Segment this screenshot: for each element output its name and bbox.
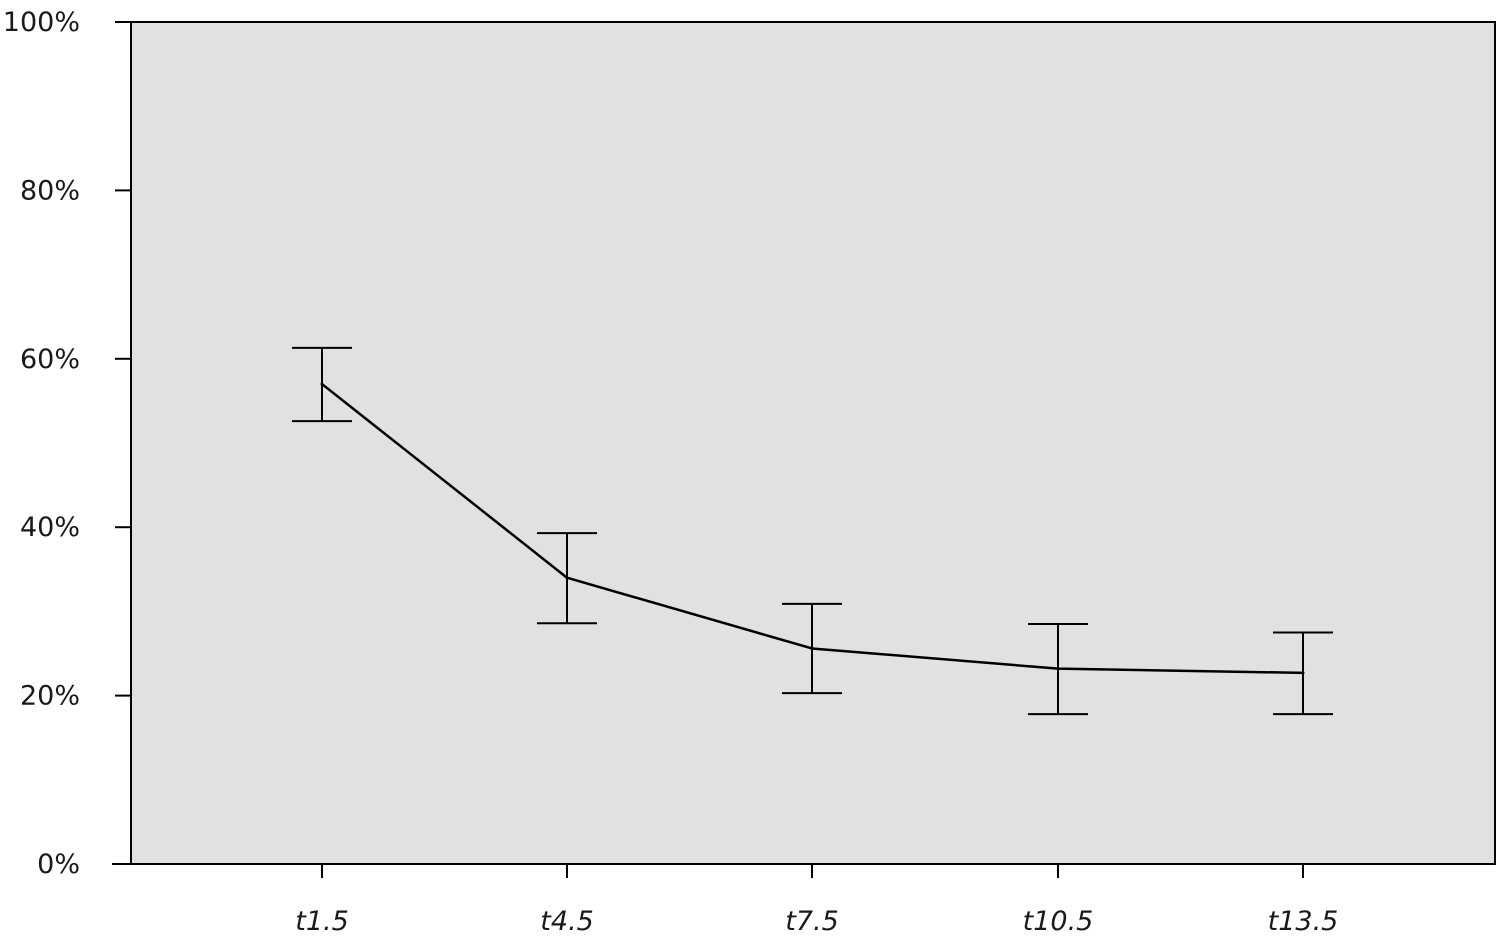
data-point [1056,667,1060,671]
y-tick-label: 80% [20,175,80,206]
plot-area-background [130,21,1496,865]
x-tick-label: t7.5 [785,906,839,937]
y-tick-label: 20% [20,681,80,712]
x-axis: t1.5 t4.5 t7.5 t10.5 t13.5 [112,863,1495,937]
y-tick-label: 60% [20,344,80,375]
data-point [1301,671,1305,675]
x-tick-label: t4.5 [540,906,594,937]
x-tick-label: t13.5 [1268,906,1339,937]
data-point [810,646,814,650]
y-tick-label: 100% [3,7,80,38]
series-group [292,346,1333,716]
data-point [565,576,569,580]
x-tick-label: t1.5 [295,906,349,937]
x-tick-label: t10.5 [1023,906,1094,937]
y-tick-label: 0% [37,849,80,880]
data-point [320,382,324,386]
y-tick-label: 40% [20,512,80,543]
y-axis: 0% 20% 40% 60% 80% 100% [3,7,131,880]
